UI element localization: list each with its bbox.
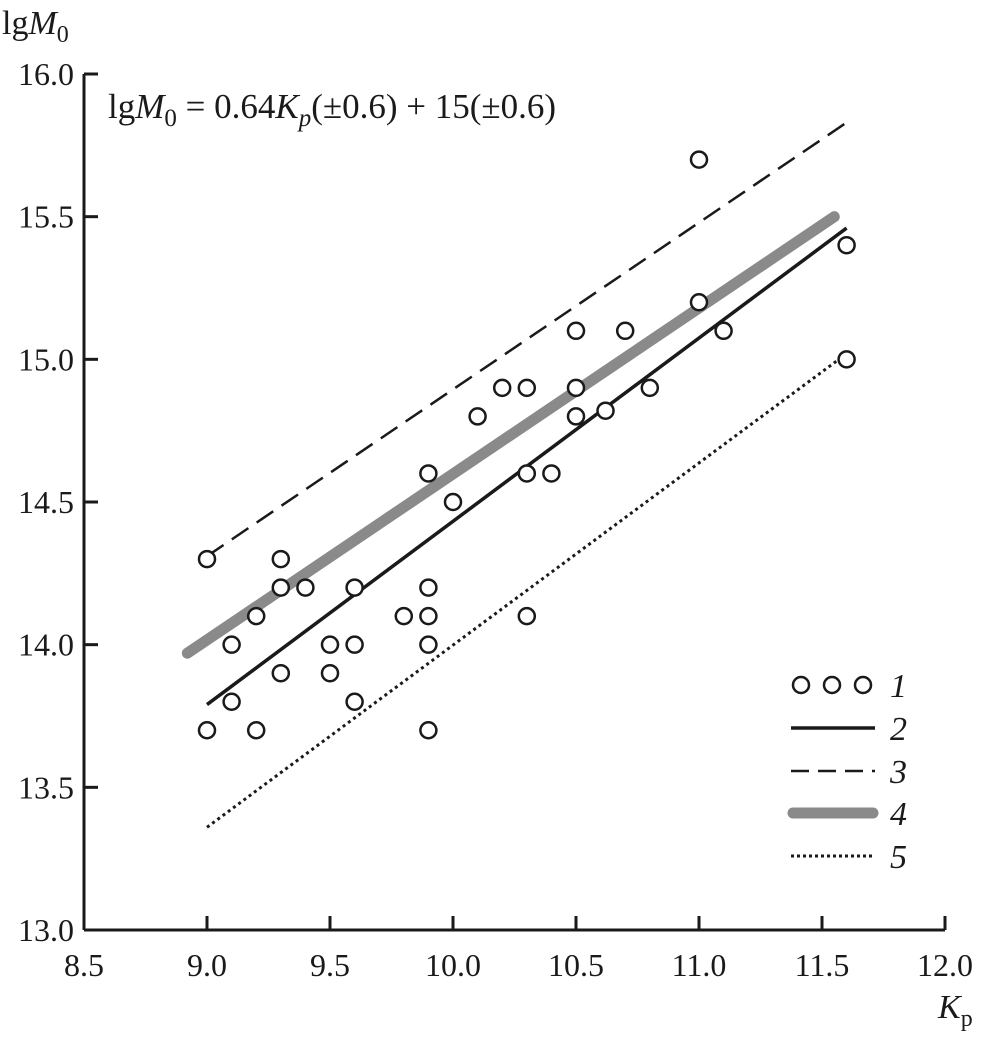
data-point bbox=[492, 378, 512, 398]
data-point bbox=[394, 606, 414, 626]
data-point bbox=[419, 464, 438, 483]
legend-marker-circle bbox=[791, 675, 811, 695]
data-point bbox=[517, 464, 537, 483]
data-point bbox=[419, 721, 438, 740]
regression-equation: lgM0 = 0.64Kp(±0.6) + 15(±0.6) bbox=[108, 87, 556, 132]
data-point bbox=[837, 235, 856, 255]
data-point bbox=[837, 350, 856, 369]
legend-marker-circle bbox=[822, 675, 842, 695]
data-point bbox=[345, 635, 364, 654]
data-point bbox=[320, 663, 340, 683]
data-point bbox=[419, 635, 438, 654]
data-point bbox=[443, 492, 463, 512]
y-axis-title: lgM0 bbox=[2, 5, 69, 48]
data-point bbox=[640, 378, 660, 398]
legend-label-3: 3 bbox=[889, 754, 907, 791]
data-point bbox=[246, 721, 266, 740]
data-point bbox=[689, 293, 709, 312]
data-point bbox=[296, 578, 315, 597]
y-tick-label: 15.5 bbox=[18, 199, 74, 235]
legend: 1 2 3 4 5 bbox=[787, 668, 907, 876]
data-point bbox=[246, 606, 266, 626]
data-point bbox=[419, 578, 438, 597]
legend-label-5: 5 bbox=[890, 839, 907, 876]
data-point bbox=[566, 407, 586, 426]
data-point bbox=[689, 150, 709, 169]
data-point bbox=[419, 606, 438, 626]
legend-label-2: 2 bbox=[890, 711, 907, 748]
data-point bbox=[468, 407, 487, 426]
y-tick-label: 16.0 bbox=[18, 56, 74, 92]
data-point bbox=[271, 578, 291, 597]
x-tick-label: 8.5 bbox=[64, 947, 104, 983]
data-point bbox=[517, 606, 537, 626]
y-tick-label: 14.0 bbox=[18, 627, 74, 663]
data-point bbox=[542, 464, 561, 483]
legend-marker-circle bbox=[853, 675, 873, 695]
data-points bbox=[197, 150, 856, 740]
data-point bbox=[222, 692, 241, 711]
data-point bbox=[566, 378, 586, 398]
data-point bbox=[714, 321, 733, 341]
data-point bbox=[222, 635, 241, 654]
data-point bbox=[345, 578, 364, 597]
x-tick-label: 9.5 bbox=[310, 947, 350, 983]
x-tick-label: 11.0 bbox=[672, 947, 727, 983]
series-layer bbox=[181, 121, 848, 829]
legend-label-4: 4 bbox=[890, 796, 907, 833]
data-point bbox=[197, 549, 217, 569]
data-point bbox=[197, 721, 217, 740]
x-tick-label: 9.0 bbox=[187, 947, 227, 983]
y-tick-label: 15.0 bbox=[18, 341, 74, 377]
y-tick-label: 13.5 bbox=[18, 769, 74, 805]
data-point bbox=[320, 635, 340, 654]
data-point bbox=[345, 692, 364, 711]
series-line-5 bbox=[206, 352, 848, 829]
series-line-3 bbox=[206, 121, 848, 558]
data-point bbox=[271, 663, 291, 683]
data-point bbox=[566, 321, 586, 341]
x-tick-label: 10.5 bbox=[548, 947, 604, 983]
data-point bbox=[615, 321, 635, 341]
data-point bbox=[271, 549, 291, 569]
y-tick-label: 13.0 bbox=[18, 912, 74, 948]
x-tick-label: 11.5 bbox=[795, 947, 850, 983]
y-tick-label: 14.5 bbox=[18, 484, 74, 520]
x-tick-label: 12.0 bbox=[917, 947, 973, 983]
series-line-4 bbox=[181, 211, 840, 659]
legend-label-1: 1 bbox=[890, 668, 907, 705]
data-point bbox=[596, 401, 615, 420]
x-axis-title: Kp bbox=[937, 989, 973, 1032]
x-tick-label: 10.0 bbox=[425, 947, 481, 983]
data-point bbox=[517, 378, 537, 398]
axis-ticks: 13.0 13.5 14.0 14.5 15.0 15.5 16.0 8.5 9.0 9.5 10.… bbox=[18, 56, 973, 983]
